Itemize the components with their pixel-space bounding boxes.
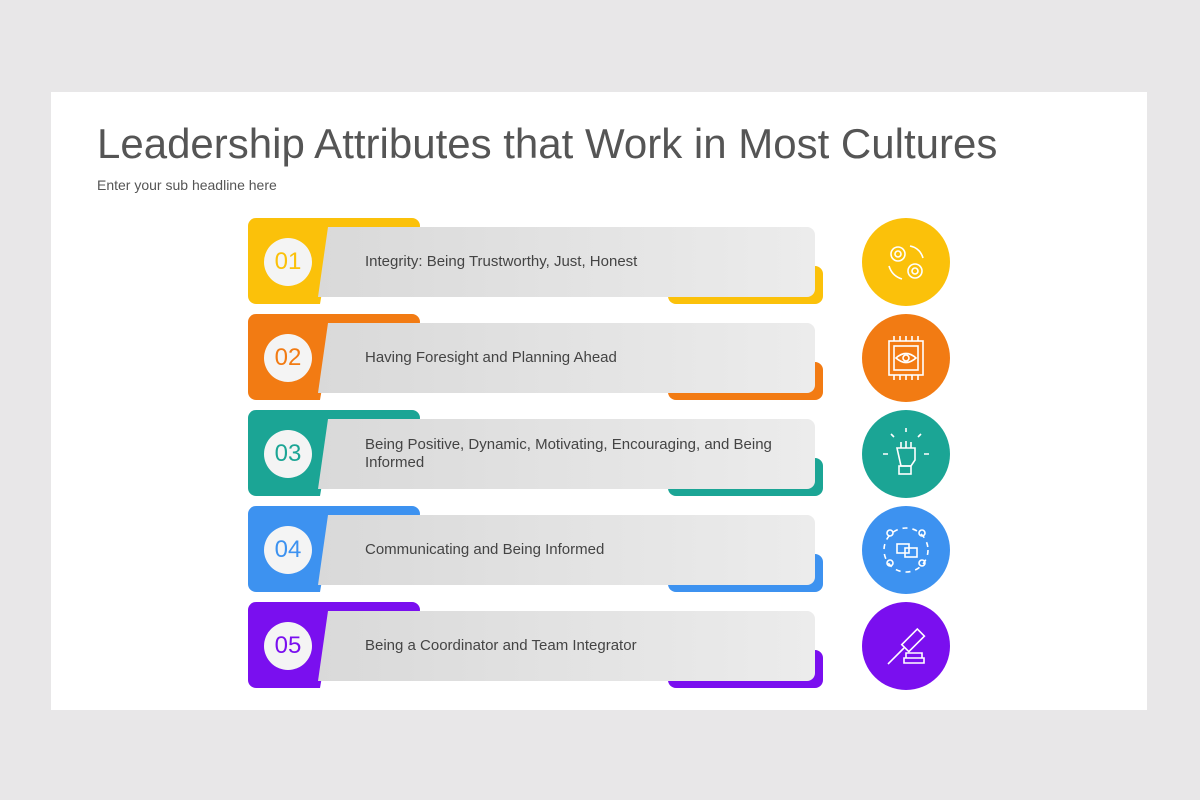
step-number: 05 [264,622,312,670]
page-title: Leadership Attributes that Work in Most … [97,120,998,167]
list-item: 03 Being Positive, Dynamic, Motivating, … [240,410,960,506]
step-number: 01 [264,238,312,286]
raised-fist-icon [862,410,950,498]
row-shape [248,410,823,496]
step-label: Having Foresight and Planning Ahead [365,349,617,366]
step-number: 03 [264,430,312,478]
team-chat-icon [862,506,950,594]
slide [51,92,1147,710]
eye-chip-icon [862,314,950,402]
step-number: 04 [264,526,312,574]
step-label: Being Positive, Dynamic, Motivating, Enc… [365,436,772,471]
list-item: 01 Integrity: Being Trustworthy, Just, H… [240,218,960,314]
subtitle: Enter your sub headline here [97,177,277,193]
gavel-icon [862,602,950,690]
step-number: 02 [264,334,312,382]
step-label: Being a Coordinator and Team Integrator [365,637,637,654]
step-label: Integrity: Being Trustworthy, Just, Hone… [365,253,638,270]
list-item: 04 Communicating and Being Informed [240,506,960,602]
list-item: 05 Being a Coordinator and Team Integrat… [240,602,960,698]
list-item: 02 Having Foresight and Planning Ahead [240,314,960,410]
gears-icon [862,218,950,306]
step-label: Communicating and Being Informed [365,541,605,558]
